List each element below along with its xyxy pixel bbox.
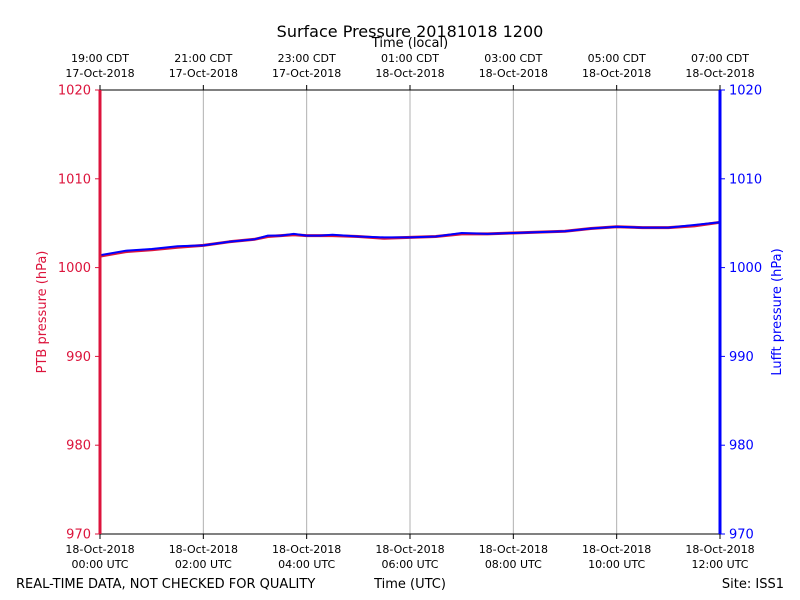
site-label: Site: ISS1 (722, 577, 784, 592)
right-axis-label: Lufft pressure (hPa) (770, 248, 785, 375)
right-tick-label: 1000 (729, 261, 762, 276)
bottom-tick-date: 18-Oct-2018 (685, 543, 754, 556)
top-tick-time: 19:00 CDT (71, 52, 129, 65)
top-tick-date: 17-Oct-2018 (272, 67, 341, 80)
right-tick-label: 970 (729, 528, 754, 543)
left-tick-label: 970 (66, 528, 91, 543)
top-axis-ticks: 19:00 CDT 17-Oct-2018 21:00 CDT 17-Oct-2018… (65, 52, 755, 90)
top-tick-date: 18-Oct-2018 (375, 67, 444, 80)
right-tick-label: 990 (729, 350, 754, 365)
bottom-axis-ticks: 18-Oct-2018 00:00 UTC 18-Oct-2018 02:00 UTC… (65, 534, 755, 571)
bottom-tick-time: 12:00 UTC (691, 558, 748, 571)
quality-note: REAL-TIME DATA, NOT CHECKED FOR QUALITY (16, 577, 315, 592)
right-tick-label: 1020 (729, 84, 762, 99)
right-axis-ticks: 970 980 990 1000 1010 1020 (720, 84, 762, 543)
bottom-tick-date: 18-Oct-2018 (582, 543, 651, 556)
left-tick-label: 1020 (58, 84, 91, 99)
top-axis-label: Time (local) (371, 36, 448, 51)
series-lines (98, 220, 722, 258)
top-tick-time: 03:00 CDT (484, 52, 542, 65)
bottom-tick-date: 18-Oct-2018 (479, 543, 548, 556)
left-tick-label: 1010 (58, 172, 91, 187)
bottom-tick-time: 04:00 UTC (278, 558, 335, 571)
top-tick-date: 17-Oct-2018 (65, 67, 134, 80)
bottom-tick-time: 08:00 UTC (485, 558, 542, 571)
top-tick-time: 05:00 CDT (588, 52, 646, 65)
left-axis-ticks: 970 980 990 1000 1010 1020 (58, 84, 100, 543)
x-axis-label: Time (UTC) (373, 577, 446, 592)
bottom-tick-date: 18-Oct-2018 (375, 543, 444, 556)
top-tick-date: 17-Oct-2018 (169, 67, 238, 80)
right-tick-label: 980 (729, 439, 754, 454)
left-tick-label: 990 (66, 350, 91, 365)
bottom-tick-time: 10:00 UTC (588, 558, 645, 571)
chart-title: Surface Pressure 20181018 1200 (277, 22, 544, 41)
top-tick-time: 21:00 CDT (174, 52, 232, 65)
lufft-pressure-line (99, 221, 721, 257)
bottom-tick-date: 18-Oct-2018 (65, 543, 134, 556)
top-tick-time: 01:00 CDT (381, 52, 439, 65)
bottom-tick-date: 18-Oct-2018 (169, 543, 238, 556)
bottom-tick-time: 02:00 UTC (175, 558, 232, 571)
top-tick-time: 23:00 CDT (278, 52, 336, 65)
top-tick-date: 18-Oct-2018 (685, 67, 754, 80)
right-tick-label: 1010 (729, 172, 762, 187)
left-tick-label: 980 (66, 439, 91, 454)
grid-lines (202, 90, 618, 534)
top-tick-time: 07:00 CDT (691, 52, 749, 65)
left-tick-label: 1000 (58, 261, 91, 276)
bottom-tick-time: 00:00 UTC (71, 558, 128, 571)
top-tick-date: 18-Oct-2018 (479, 67, 548, 80)
bottom-tick-date: 18-Oct-2018 (272, 543, 341, 556)
bottom-tick-time: 06:00 UTC (381, 558, 438, 571)
top-tick-date: 18-Oct-2018 (582, 67, 651, 80)
left-axis-label: PTB pressure (hPa) (35, 251, 50, 374)
